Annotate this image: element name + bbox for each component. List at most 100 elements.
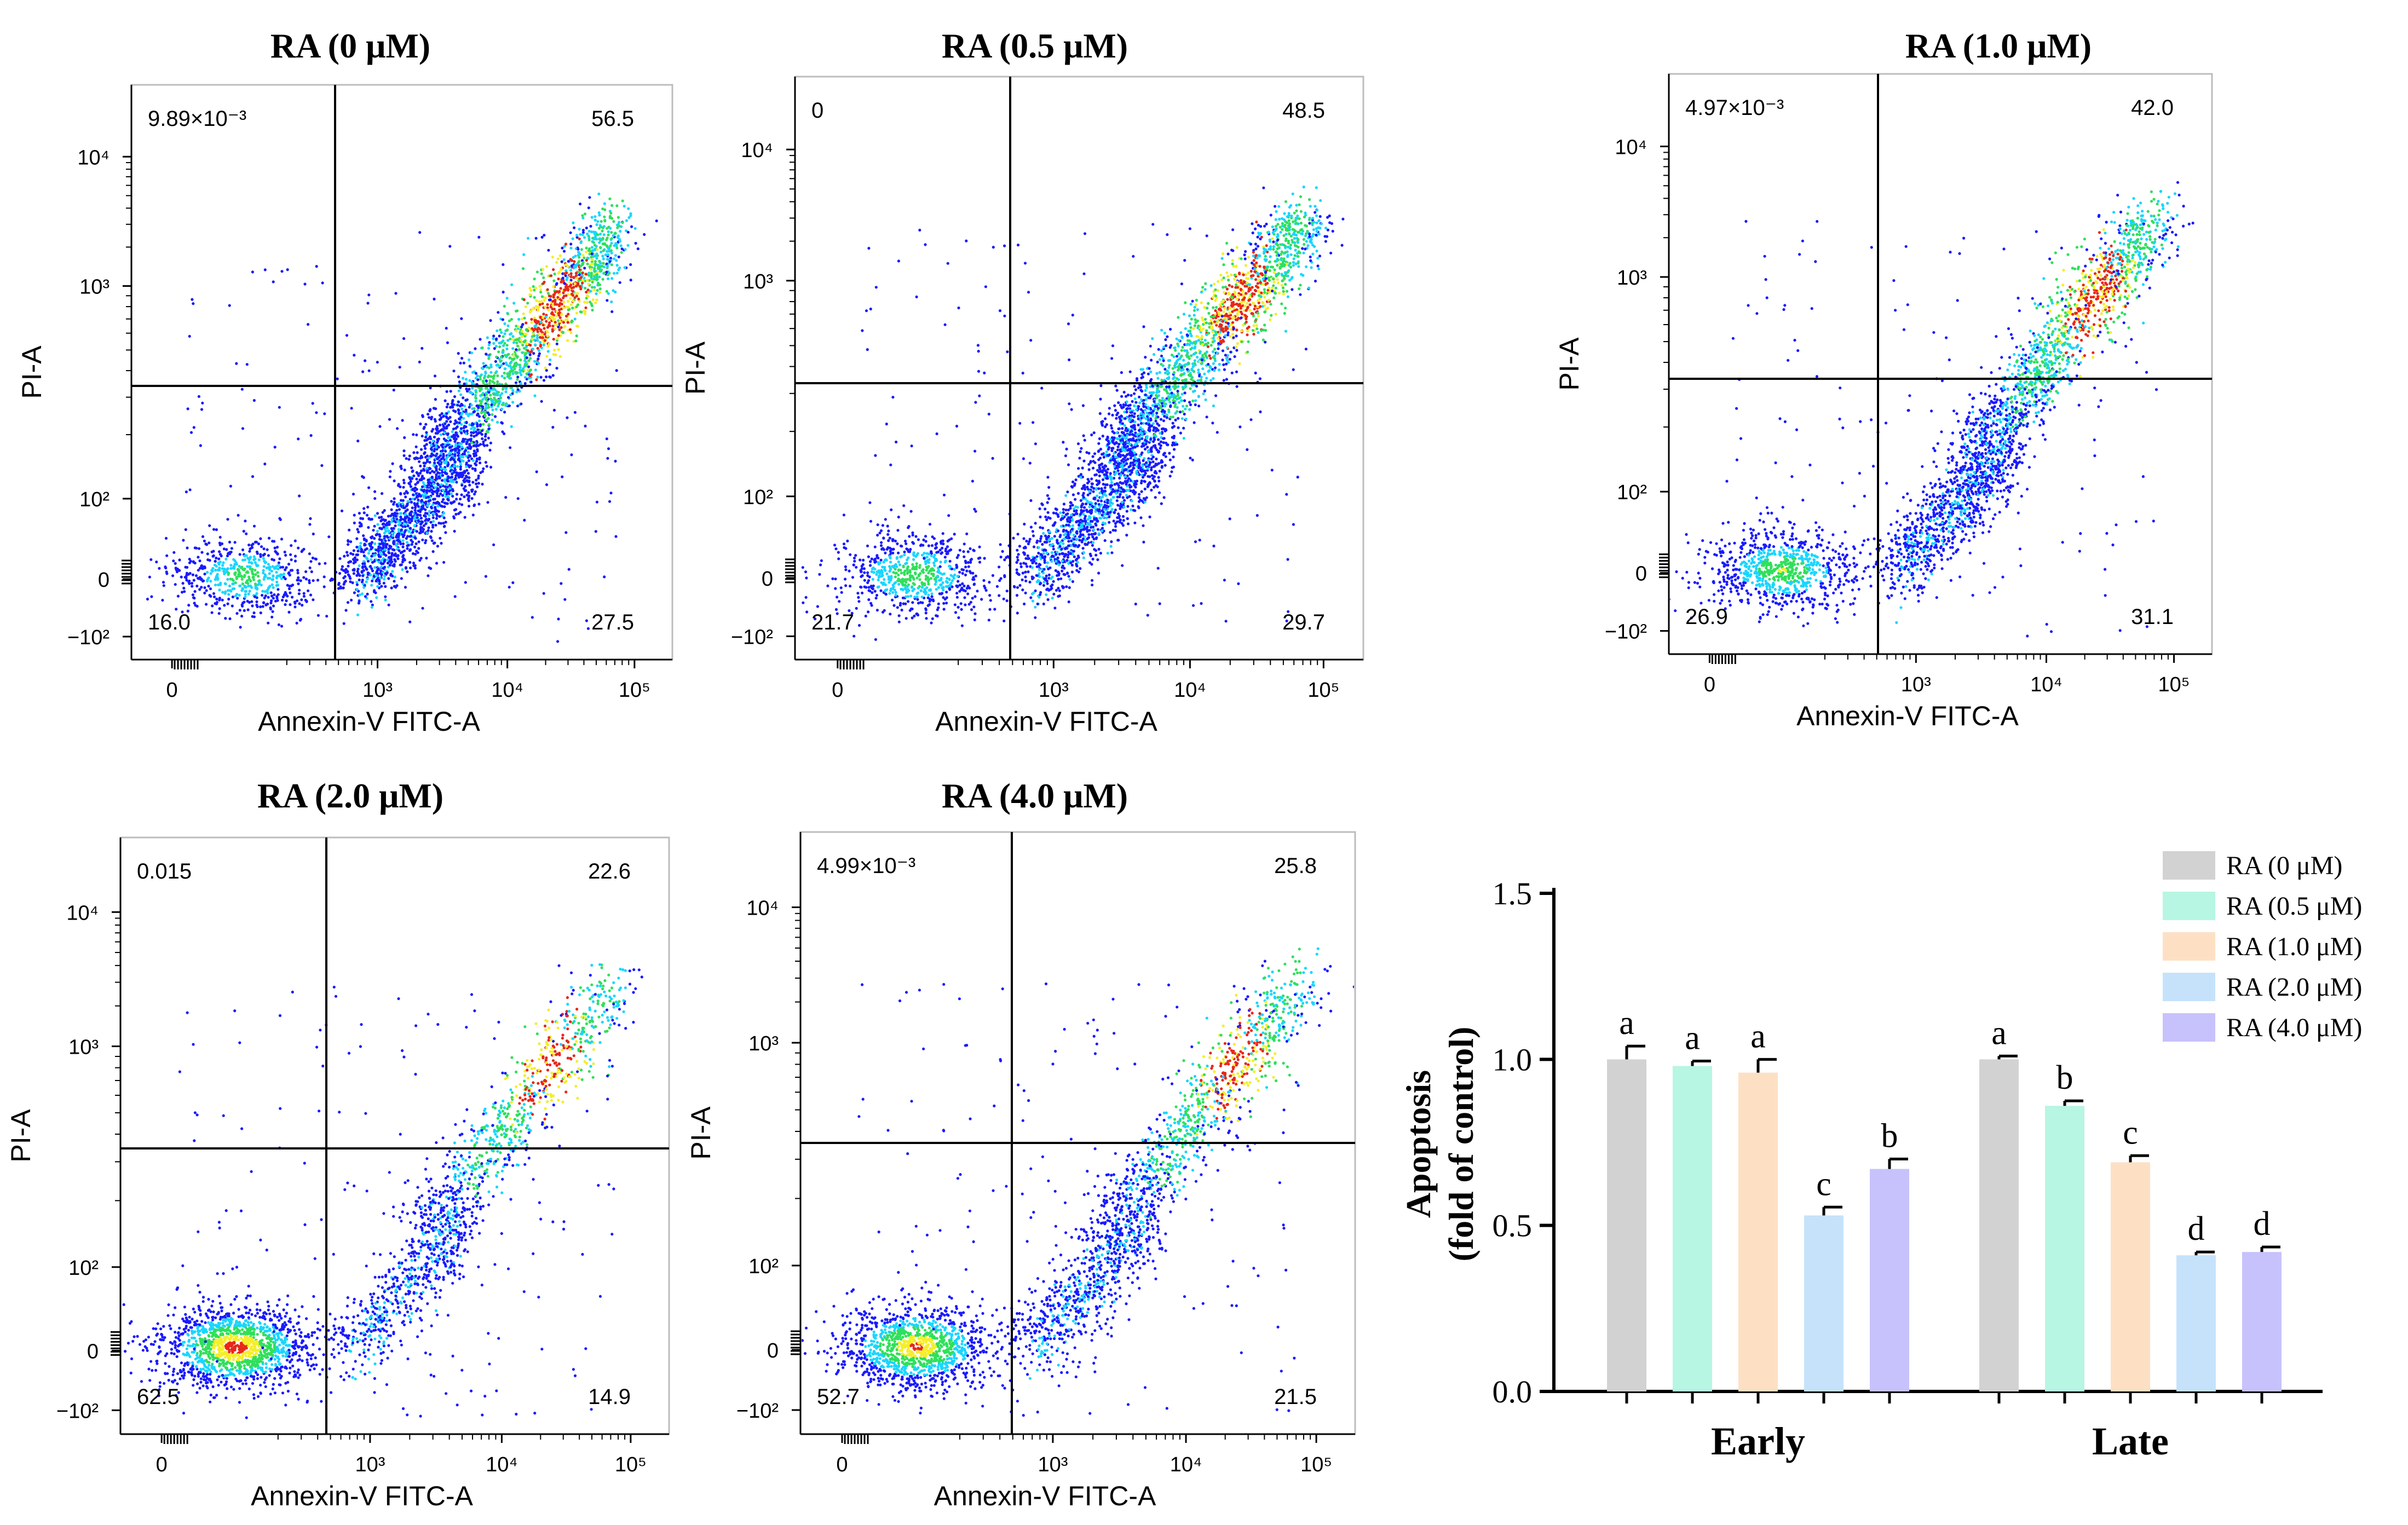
event-dot: [595, 257, 598, 260]
event-dot: [976, 590, 979, 593]
event-dot: [597, 265, 600, 268]
event-dot: [575, 236, 579, 239]
event-dot: [643, 233, 646, 236]
event-dot: [440, 412, 443, 415]
event-dot: [241, 558, 245, 562]
event-dot: [571, 292, 574, 296]
event-dot: [457, 375, 460, 379]
event-dot: [413, 457, 417, 460]
event-dot: [460, 411, 464, 414]
event-dot: [583, 267, 586, 270]
event-dot: [213, 595, 216, 598]
event-dot: [433, 498, 436, 501]
event-dot: [387, 565, 390, 569]
event-dot: [474, 347, 477, 350]
event-dot: [568, 328, 572, 331]
event-dot: [890, 547, 893, 551]
event-dot: [569, 258, 572, 261]
event-dot: [470, 351, 474, 355]
event-dot: [573, 226, 576, 229]
event-dot: [559, 267, 563, 270]
event-dot: [479, 377, 482, 381]
event-dot: [548, 363, 551, 366]
event-dot: [603, 219, 607, 223]
event-dot: [569, 272, 573, 275]
event-dot: [383, 575, 387, 578]
event-dot: [569, 297, 572, 300]
event-dot: [223, 571, 227, 575]
y-tick-label: −10²: [67, 626, 110, 649]
event-dot: [379, 527, 383, 530]
event-dot: [468, 483, 471, 487]
event-dot: [276, 567, 280, 571]
event-dot: [525, 321, 528, 325]
event-dot: [259, 605, 262, 609]
event-dot: [384, 554, 388, 557]
event-dot: [463, 489, 466, 492]
event-dot: [517, 325, 520, 328]
event-dot: [539, 315, 542, 319]
event-dot: [551, 426, 555, 429]
event-dot: [432, 542, 435, 545]
event-dot: [877, 578, 880, 582]
event-dot: [539, 336, 543, 339]
event-dot: [610, 310, 614, 314]
y-tick-label: 10⁴: [741, 139, 773, 162]
event-dot: [417, 498, 420, 501]
event-dot: [603, 242, 607, 246]
event-dot: [201, 535, 205, 539]
event-dot: [589, 290, 592, 293]
event-dot: [529, 344, 532, 347]
event-dot: [457, 458, 460, 461]
event-dot: [408, 521, 412, 524]
event-dot: [534, 236, 538, 240]
event-dot: [389, 514, 393, 517]
event-dot: [901, 588, 904, 591]
event-dot: [592, 238, 596, 241]
event-dot: [268, 572, 271, 575]
event-dot: [492, 543, 496, 546]
event-dot: [488, 448, 492, 452]
event-dot: [289, 569, 293, 572]
event-dot: [233, 541, 237, 544]
event-dot: [370, 605, 373, 609]
event-dot: [555, 342, 558, 345]
event-dot: [521, 267, 525, 270]
event-dot: [270, 615, 274, 619]
event-dot: [251, 270, 254, 274]
event-dot: [281, 565, 285, 569]
event-dot: [586, 257, 590, 260]
event-dot: [183, 590, 186, 593]
event-dot: [435, 473, 438, 476]
event-dot: [819, 563, 822, 567]
event-dot: [197, 569, 200, 572]
event-dot: [257, 558, 261, 562]
event-dot: [527, 365, 531, 368]
event-dot: [1268, 291, 1271, 294]
event-dot: [935, 614, 938, 617]
event-dot: [452, 369, 456, 373]
event-dot: [891, 598, 894, 602]
event-dot: [545, 265, 549, 268]
event-dot: [373, 514, 377, 517]
event-dot: [375, 578, 379, 581]
event-dot: [1245, 276, 1248, 280]
event-dot: [919, 589, 923, 592]
event-dot: [601, 207, 604, 211]
event-dot: [367, 552, 371, 555]
event-dot: [844, 584, 848, 587]
event-dot: [450, 475, 454, 479]
event-dot: [877, 556, 880, 560]
event-dot: [302, 547, 306, 551]
event-dot: [509, 333, 512, 336]
event-dot: [388, 523, 391, 526]
event-dot: [394, 292, 398, 295]
event-dot: [234, 594, 237, 598]
event-dot: [439, 492, 442, 495]
event-dot: [958, 570, 961, 574]
event-dot: [254, 561, 257, 564]
event-dot: [381, 492, 384, 495]
event-dot: [197, 576, 200, 580]
event-dot: [280, 270, 284, 273]
event-dot: [454, 442, 458, 446]
